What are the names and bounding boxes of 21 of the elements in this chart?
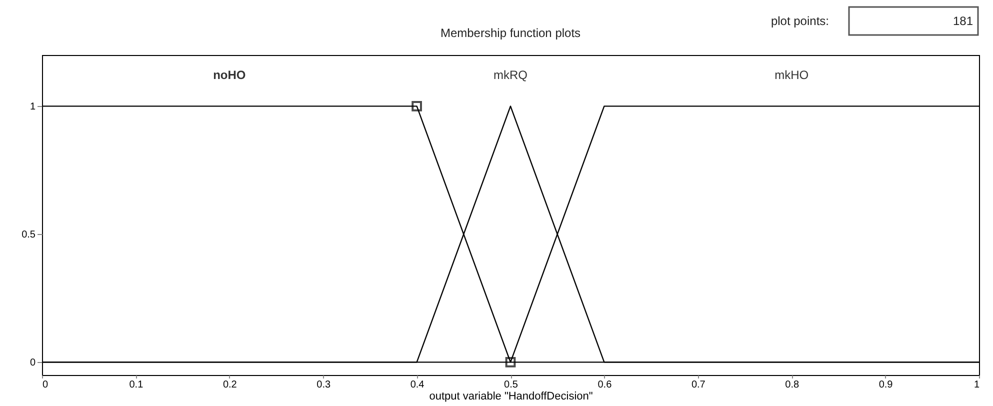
text: mkRQ bbox=[494, 68, 528, 82]
x-tick-label: 0.3 bbox=[316, 380, 331, 390]
text: 181 bbox=[952, 14, 974, 28]
x-tick-label: 0.2 bbox=[222, 380, 238, 390]
text: noHO bbox=[213, 68, 246, 82]
x-tick-label: 0.5 bbox=[504, 380, 518, 390]
x-tick-label: 0.1 bbox=[129, 380, 144, 390]
x-tick-label: 1 bbox=[974, 380, 980, 390]
x-tick-label: 0.9 bbox=[878, 380, 894, 390]
y-tick-label: 0.5 bbox=[22, 230, 36, 241]
x-tick-label: 0.6 bbox=[598, 380, 612, 390]
y-tick-label: 0 bbox=[30, 358, 36, 369]
text: mkHO bbox=[774, 68, 809, 82]
y-tick-label: 1 bbox=[30, 102, 36, 113]
chart-title: Membership function plots bbox=[440, 26, 581, 40]
x-tick-label: 0.8 bbox=[785, 380, 800, 390]
text: plot points: bbox=[770, 14, 829, 28]
x-tick-label: 0.7 bbox=[691, 380, 706, 390]
x-tick-label: 0.4 bbox=[410, 380, 425, 390]
x-axis-title: output variable "HandoffDecision" bbox=[429, 390, 593, 402]
x-tick-label: 0 bbox=[42, 380, 48, 390]
